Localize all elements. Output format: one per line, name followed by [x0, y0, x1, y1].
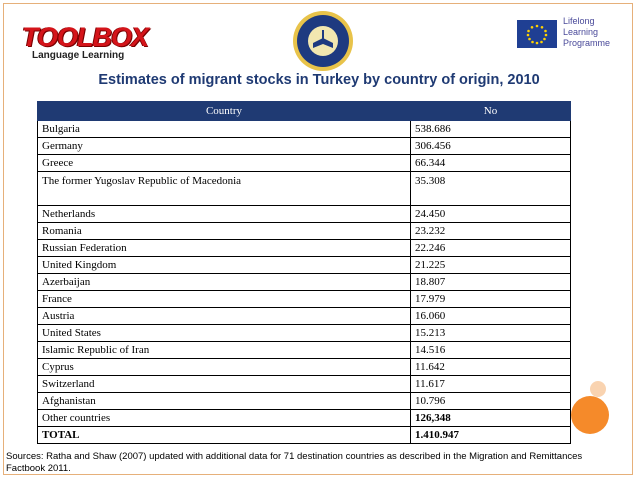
number-cell: 126,348	[410, 409, 571, 427]
table-row: Russian Federation 22.246	[37, 239, 571, 257]
number-cell: 17.979	[410, 290, 571, 308]
number-cell: 14.516	[410, 341, 571, 359]
table-row: Cyprus 11.642	[37, 358, 571, 376]
lifelong-learning-programme-logo: Lifelong Learning Programme	[517, 16, 627, 52]
table-row: France 17.979	[37, 290, 571, 308]
eu-flag-icon	[517, 20, 557, 48]
country-cell: Germany	[37, 137, 411, 155]
number-cell: 24.450	[410, 205, 571, 223]
country-cell: Netherlands	[37, 205, 411, 223]
column-header-no: No	[410, 101, 571, 121]
table-row: Austria 16.060	[37, 307, 571, 325]
sources-note: Sources: Ratha and Shaw (2007) updated w…	[6, 451, 583, 474]
number-cell: 15.213	[410, 324, 571, 342]
number-cell: 23.232	[410, 222, 571, 240]
table-row-total: TOTAL 1.410.947	[37, 426, 571, 444]
number-cell: 18.807	[410, 273, 571, 291]
slide-frame	[3, 3, 633, 475]
table-row: Azerbaijan 18.807	[37, 273, 571, 291]
school-seal-icon	[293, 11, 353, 71]
table-row: Bulgaria 538.686	[37, 120, 571, 138]
llp-logo-text: Lifelong Learning Programme	[563, 16, 611, 48]
table-row: United Kingdom 21.225	[37, 256, 571, 274]
table-row: Islamic Republic of Iran 14.516	[37, 341, 571, 359]
table-row: Netherlands 24.450	[37, 205, 571, 223]
country-cell: Romania	[37, 222, 411, 240]
migrant-stocks-table: Country No Bulgaria 538.686 Germany 306.45…	[37, 101, 571, 444]
decorative-circle-small	[590, 381, 606, 397]
country-cell: France	[37, 290, 411, 308]
country-cell: Switzerland	[37, 375, 411, 393]
country-cell: Bulgaria	[37, 120, 411, 138]
table-row: Switzerland 11.617	[37, 375, 571, 393]
total-label-cell: TOTAL	[37, 426, 411, 444]
table-row: Greece 66.344	[37, 154, 571, 172]
country-cell: Other countries	[37, 409, 411, 427]
number-cell: 11.617	[410, 375, 571, 393]
number-cell: 11.642	[410, 358, 571, 376]
country-cell: United Kingdom	[37, 256, 411, 274]
number-cell: 35.308	[410, 171, 571, 206]
number-cell: 21.225	[410, 256, 571, 274]
number-cell: 10.796	[410, 392, 571, 410]
country-cell: The former Yugoslav Republic of Macedoni…	[37, 171, 411, 206]
table-row: The former Yugoslav Republic of Macedoni…	[37, 171, 571, 206]
table-row: United States 15.213	[37, 324, 571, 342]
column-header-country: Country	[37, 101, 411, 121]
country-cell: Russian Federation	[37, 239, 411, 257]
country-cell: Azerbaijan	[37, 273, 411, 291]
toolbox-logo-subtitle: Language Learning	[32, 50, 125, 61]
toolbox-logo-word: TOOLBOX	[22, 22, 149, 52]
total-value-cell: 1.410.947	[410, 426, 571, 444]
table-row: Romania 23.232	[37, 222, 571, 240]
table-row: Afghanistan 10.796	[37, 392, 571, 410]
country-cell: United States	[37, 324, 411, 342]
number-cell: 66.344	[410, 154, 571, 172]
table-row: Germany 306.456	[37, 137, 571, 155]
toolbox-logo: TOOLBOX Language Learning	[22, 22, 149, 64]
country-cell: Islamic Republic of Iran	[37, 341, 411, 359]
country-cell: Cyprus	[37, 358, 411, 376]
country-cell: Greece	[37, 154, 411, 172]
number-cell: 538.686	[410, 120, 571, 138]
table-header-row: Country No	[37, 101, 571, 121]
table-row-other: Other countries 126,348	[37, 409, 571, 427]
country-cell: Austria	[37, 307, 411, 325]
decorative-circle-large	[571, 396, 609, 434]
page-title: Estimates of migrant stocks in Turkey by…	[98, 72, 540, 88]
country-cell: Afghanistan	[37, 392, 411, 410]
number-cell: 306.456	[410, 137, 571, 155]
number-cell: 22.246	[410, 239, 571, 257]
number-cell: 16.060	[410, 307, 571, 325]
